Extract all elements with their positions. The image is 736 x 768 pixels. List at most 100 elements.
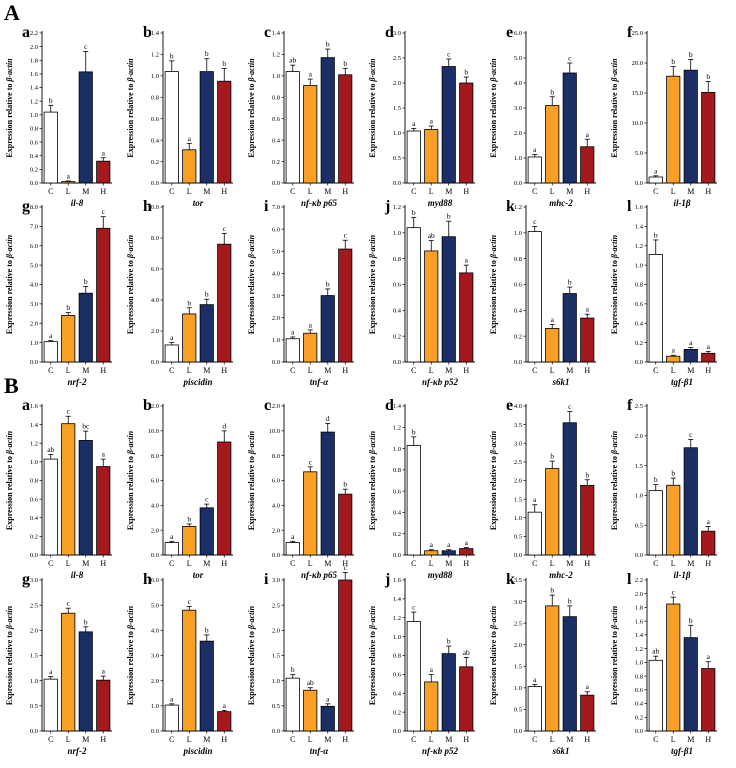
y-tick-label: 0.2 (393, 333, 401, 340)
category-label-L: L (550, 559, 555, 568)
y-axis-label: Expression relative to β-actin (368, 430, 377, 530)
y-tick-label: 3.0 (393, 30, 401, 37)
bar-C (527, 231, 542, 363)
significance-letter-M: b (568, 278, 572, 287)
bar-M (441, 550, 456, 556)
y-tick-label: 0.8 (30, 126, 38, 133)
y-axis-label-gene: β-actin (5, 234, 14, 259)
bar-M (683, 69, 698, 184)
y-axis-label-gene: β-actin (489, 605, 498, 630)
panel-b-h: h Expression relative to β-actin 0.0 1.0 2.0… (126, 571, 233, 756)
significance-letter-H: a (707, 342, 711, 351)
y-tick-label: 4.0 (151, 628, 159, 635)
y-tick-label: 1.0 (514, 230, 522, 237)
significance-letter-L: c (67, 407, 71, 416)
y-tick-label: 2.0 (635, 433, 643, 440)
significance-letter-L: b (671, 469, 675, 478)
significance-letter-H: c (344, 231, 348, 240)
y-axis-label-prefix: Expression relative to (368, 629, 377, 705)
category-label-H: H (584, 559, 590, 568)
bar-C (406, 227, 421, 363)
y-tick-label: 0.8 (393, 467, 401, 474)
bar-C (527, 156, 542, 184)
bar-H (580, 317, 595, 363)
significance-letter-L: c (67, 599, 71, 608)
bar-H (96, 466, 111, 556)
category-label-C: C (169, 187, 174, 196)
y-tick-label: 2.2 (635, 577, 643, 584)
y-tick-label: 5.0 (514, 55, 522, 62)
bar-H (459, 666, 474, 732)
category-label-H: H (342, 559, 348, 568)
y-axis-label: Expression relative to β-actin (368, 234, 377, 334)
significance-letter-L: a (672, 346, 676, 355)
significance-letter-L: c (672, 588, 676, 597)
y-tick-label: 0.6 (30, 139, 39, 146)
bar-H (96, 227, 111, 363)
category-label-H: H (463, 366, 469, 375)
bar-H (338, 493, 353, 556)
bar-C (43, 678, 58, 732)
y-tick-label: 0.6 (635, 687, 644, 694)
y-tick-label: 25.0 (632, 30, 643, 37)
significance-letter-M: b (326, 279, 330, 288)
y-axis-label-prefix: Expression relative to (126, 82, 135, 158)
significance-letter-M: b (84, 277, 88, 286)
bar-M (78, 631, 93, 732)
y-tick-label: 0.0 (151, 180, 159, 187)
y-tick-label: 3.0 (514, 440, 522, 447)
y-tick-label: 1.0 (272, 337, 280, 344)
significance-letter-H: c (344, 563, 348, 572)
y-axis-label-prefix: Expression relative to (610, 629, 619, 705)
y-tick-label: 0.0 (30, 552, 38, 559)
category-label-L: L (429, 735, 434, 744)
bar-H (96, 160, 111, 184)
significance-letter-M: c (568, 402, 572, 411)
category-label-H: H (705, 559, 711, 568)
bar-H (217, 711, 232, 732)
y-axis-label-prefix: Expression relative to (5, 82, 14, 158)
category-label-C: C (290, 187, 295, 196)
panel-letter: a (22, 397, 30, 414)
panel-letter: c (264, 24, 271, 41)
y-tick-label: 2.0 (393, 80, 401, 87)
y-tick-label: 0.5 (393, 155, 401, 162)
y-axis-label: Expression relative to β-actin (610, 430, 619, 530)
y-tick-label: 1.4 (393, 596, 402, 603)
y-tick-label: 0.0 (393, 552, 401, 559)
bar-L (303, 85, 318, 184)
panel-letter: j (384, 571, 390, 588)
y-tick-label: 0.0 (30, 180, 38, 187)
panels-group: a Expression relative to β-actin 0.0 0.2 0.4… (5, 24, 717, 756)
bar-L (545, 468, 560, 556)
y-tick-label: 1.0 (151, 73, 159, 80)
panel-b-b: b Expression relative to β-actin 0.0 2.0 4.0… (126, 397, 233, 580)
y-tick-label: 0.0 (30, 359, 38, 366)
gene-label: il-1β (673, 198, 690, 208)
y-axis-label-gene: β-actin (247, 234, 256, 259)
gene-label: il-8 (71, 198, 84, 208)
category-label-C: C (653, 187, 658, 196)
y-tick-label: 0.5 (635, 522, 643, 529)
significance-letter-L: b (187, 298, 191, 307)
bar-L (182, 149, 197, 184)
y-axis-label-prefix: Expression relative to (5, 454, 14, 530)
y-axis-label: Expression relative to β-actin (489, 605, 498, 705)
category-label-M: M (445, 559, 452, 568)
bar-M (683, 637, 698, 732)
category-label-H: H (463, 559, 469, 568)
significance-letter-C: a (654, 166, 658, 175)
y-tick-label: 0.2 (393, 531, 401, 538)
bar-L (666, 484, 681, 556)
category-label-H: H (100, 187, 106, 196)
bar-C (164, 71, 179, 184)
gene-label: s6k1 (551, 746, 569, 756)
bar-M (441, 236, 456, 363)
panel-letter: b (143, 397, 152, 414)
category-label-L: L (550, 366, 555, 375)
y-tick-label: 1.4 (151, 30, 160, 37)
y-tick-label: 1.0 (393, 230, 401, 237)
panel-letter: b (143, 24, 152, 41)
y-tick-label: 0.4 (393, 308, 402, 315)
y-axis-label-gene: β-actin (610, 234, 619, 259)
